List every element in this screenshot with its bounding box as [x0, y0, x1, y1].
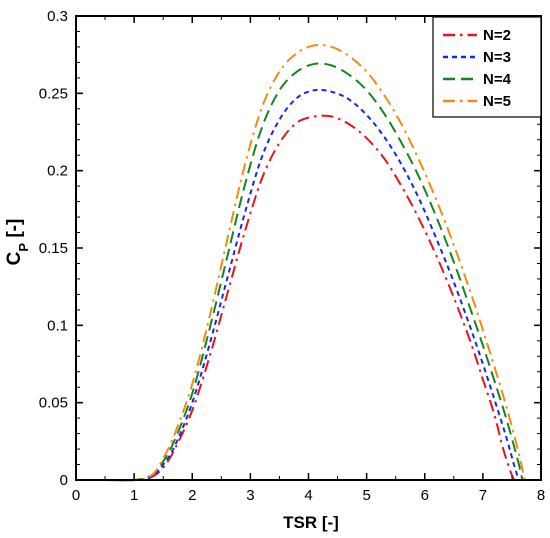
- y-tick-label: 0.15: [39, 240, 68, 257]
- x-axis-title: TSR [-]: [283, 513, 339, 532]
- y-axis-title: CP [-]: [4, 219, 31, 266]
- axes-layer: 0 1 2 3 4 5 6 7 8 0 0.05 0.1 0.15 0.2 0.25 0.3: [39, 8, 545, 504]
- y-axis-title-main: C: [4, 251, 25, 265]
- series-line-n-4: [76, 62, 524, 482]
- y-tick-label: 0.2: [47, 163, 68, 180]
- series-layer: [76, 43, 526, 482]
- x-tick-label: 7: [479, 487, 487, 504]
- x-tick-label: 1: [130, 487, 138, 504]
- x-tick-label: 3: [246, 487, 254, 504]
- legend-label: N=5: [483, 93, 511, 110]
- y-axis-title-suffix: [-]: [4, 219, 25, 243]
- x-tick-label: 6: [421, 487, 429, 504]
- x-tick-label: 0: [72, 487, 80, 504]
- x-tick-label: 5: [362, 487, 370, 504]
- y-tick-label: 0.05: [39, 395, 68, 412]
- y-tick-label: 0: [60, 472, 68, 489]
- legend-label: N=2: [483, 27, 511, 44]
- y-axis-title-sub: P: [16, 243, 31, 252]
- series-line-n-3: [76, 88, 520, 482]
- legend: N=2 N=3 N=4 N=5: [432, 16, 542, 118]
- legend-label: N=4: [483, 71, 512, 88]
- x-tick-label: 2: [188, 487, 196, 504]
- x-tick-label: 4: [304, 487, 312, 504]
- y-tick-label: 0.3: [47, 8, 68, 25]
- y-tick-label: 0.25: [39, 85, 68, 102]
- x-tick-label: 8: [537, 487, 545, 504]
- series-line-n-2: [76, 114, 516, 482]
- y-tick-label: 0.1: [47, 317, 68, 334]
- legend-label: N=3: [483, 49, 511, 66]
